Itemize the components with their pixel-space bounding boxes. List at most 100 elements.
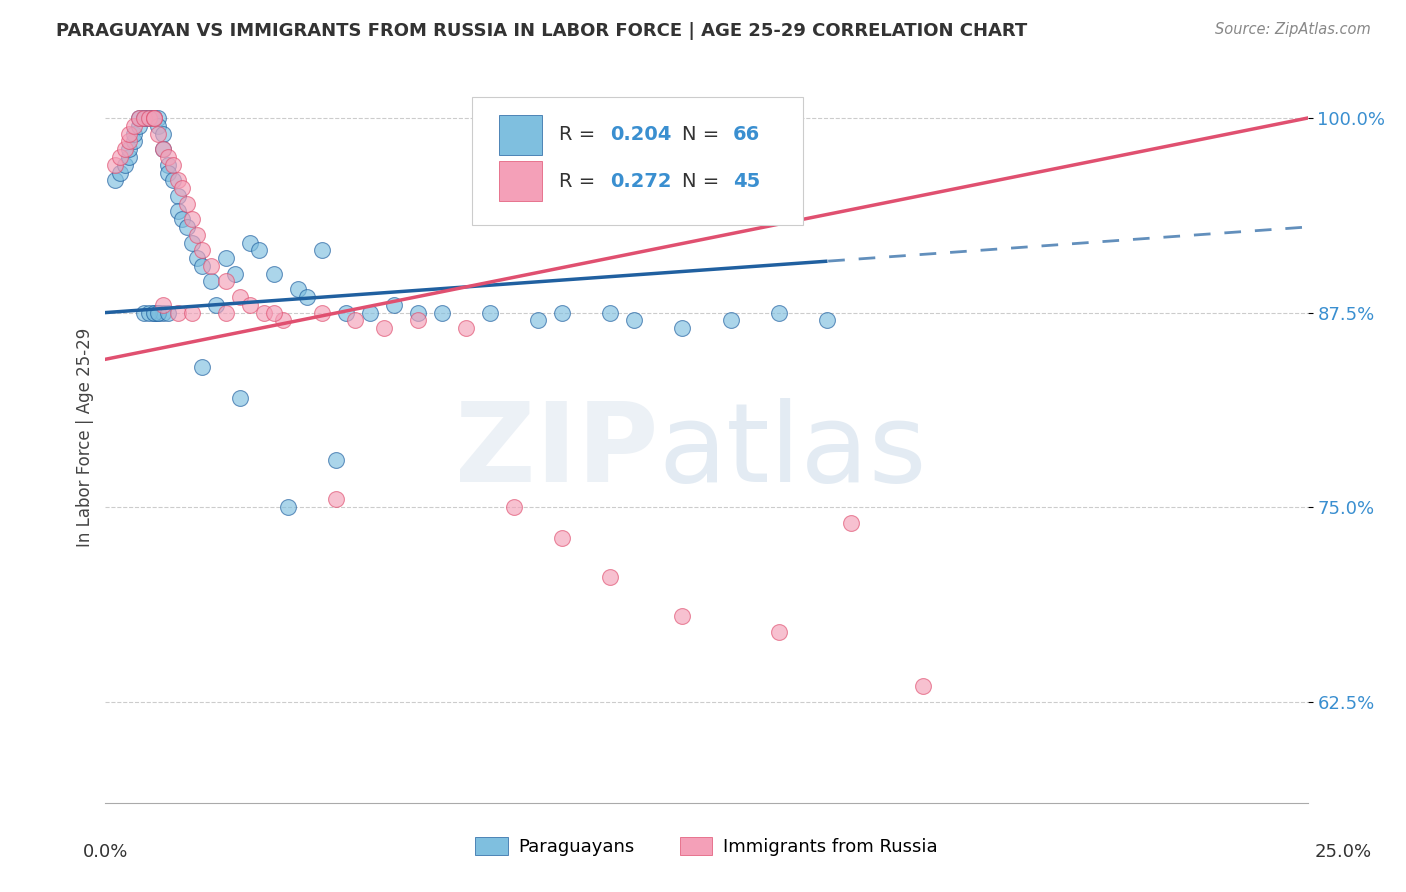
Point [527, 313, 550, 327]
Point [406, 313, 429, 327]
Point [148, 119, 170, 133]
Point [108, 165, 131, 179]
Point [132, 305, 155, 319]
Text: atlas: atlas [658, 398, 927, 505]
Point [359, 305, 381, 319]
Point [229, 290, 252, 304]
Point [132, 111, 155, 125]
Point [190, 244, 212, 258]
FancyBboxPatch shape [499, 115, 541, 155]
Point [311, 305, 333, 319]
Point [148, 305, 170, 319]
Point [671, 321, 693, 335]
Point [118, 135, 141, 149]
Text: 66: 66 [733, 126, 761, 145]
Text: ZIP: ZIP [456, 398, 658, 505]
Point [190, 359, 212, 374]
Point [138, 305, 160, 319]
Point [138, 111, 160, 125]
Point [551, 305, 574, 319]
Point [172, 181, 194, 195]
Point [104, 158, 127, 172]
Point [325, 492, 347, 507]
Point [200, 259, 222, 273]
Point [162, 173, 184, 187]
Text: 45: 45 [733, 171, 761, 191]
Point [273, 313, 295, 327]
Point [214, 275, 236, 289]
Point [152, 142, 174, 156]
Point [138, 111, 160, 125]
Point [373, 321, 395, 335]
Point [128, 111, 150, 125]
Point [156, 165, 179, 179]
Point [118, 142, 141, 156]
Point [152, 127, 174, 141]
Point [114, 158, 136, 172]
Point [124, 119, 146, 133]
Point [138, 111, 160, 125]
Point [152, 298, 174, 312]
Point [142, 111, 165, 125]
Point [186, 251, 208, 265]
Point [839, 516, 862, 530]
Point [166, 204, 188, 219]
Point [166, 173, 188, 187]
Point [156, 158, 179, 172]
Point [148, 127, 170, 141]
Point [176, 196, 198, 211]
Text: PARAGUAYAN VS IMMIGRANTS FROM RUSSIA IN LABOR FORCE | AGE 25-29 CORRELATION CHAR: PARAGUAYAN VS IMMIGRANTS FROM RUSSIA IN … [56, 22, 1028, 40]
Point [551, 531, 574, 545]
Point [142, 111, 165, 125]
Text: 0.0%: 0.0% [83, 843, 128, 861]
Point [671, 609, 693, 624]
Point [720, 313, 742, 327]
Point [128, 119, 150, 133]
Point [623, 313, 645, 327]
Point [768, 624, 790, 639]
Point [344, 313, 367, 327]
Point [335, 305, 357, 319]
Point [162, 158, 184, 172]
Point [815, 313, 838, 327]
FancyBboxPatch shape [472, 97, 803, 225]
Point [142, 111, 165, 125]
Point [214, 305, 236, 319]
Point [142, 111, 165, 125]
Point [124, 135, 146, 149]
Point [104, 173, 127, 187]
Legend: Paraguayans, Immigrants from Russia: Paraguayans, Immigrants from Russia [468, 830, 945, 863]
Point [239, 298, 262, 312]
Point [456, 321, 478, 335]
Point [132, 111, 155, 125]
Point [142, 305, 165, 319]
Point [430, 305, 453, 319]
Point [263, 267, 285, 281]
Point [277, 500, 299, 515]
Point [247, 244, 270, 258]
Point [142, 305, 165, 319]
Point [599, 305, 621, 319]
Point [118, 127, 141, 141]
Point [479, 305, 502, 319]
Point [253, 305, 276, 319]
Point [503, 500, 526, 515]
Point [297, 290, 319, 304]
Point [239, 235, 262, 250]
Point [166, 189, 188, 203]
Text: R =: R = [558, 126, 602, 145]
Point [190, 259, 212, 273]
Point [911, 679, 934, 693]
Text: 0.272: 0.272 [610, 171, 672, 191]
Point [229, 391, 252, 405]
Point [152, 142, 174, 156]
Point [181, 305, 204, 319]
Point [152, 305, 174, 319]
Point [176, 219, 198, 234]
Point [132, 111, 155, 125]
Text: Source: ZipAtlas.com: Source: ZipAtlas.com [1215, 22, 1371, 37]
Point [172, 212, 194, 227]
Point [118, 150, 141, 164]
Text: N =: N = [682, 171, 725, 191]
Point [768, 305, 790, 319]
